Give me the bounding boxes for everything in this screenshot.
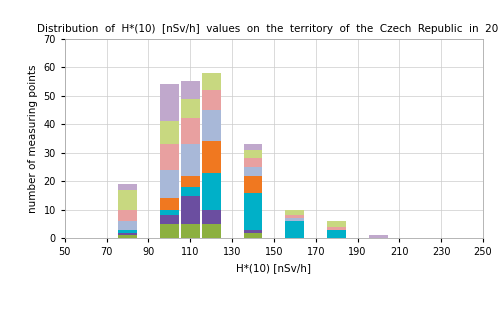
Bar — [160, 215, 179, 224]
Bar — [160, 170, 179, 198]
Y-axis label: number of measuring points: number of measuring points — [28, 64, 38, 213]
Bar — [160, 198, 179, 210]
Bar — [160, 84, 179, 121]
Bar — [285, 215, 304, 218]
Bar — [181, 81, 200, 99]
Bar — [202, 141, 221, 173]
Bar — [202, 90, 221, 110]
Bar — [244, 167, 262, 175]
Bar — [160, 210, 179, 215]
Bar — [118, 190, 137, 210]
Bar — [118, 184, 137, 190]
Bar — [181, 195, 200, 224]
Bar — [327, 227, 346, 230]
Bar — [202, 210, 221, 224]
Bar — [160, 144, 179, 170]
X-axis label: H*(10) [nSv/h]: H*(10) [nSv/h] — [237, 263, 311, 273]
Bar — [118, 232, 137, 235]
Bar — [327, 230, 346, 238]
Bar — [181, 187, 200, 195]
Bar — [118, 221, 137, 230]
Bar — [118, 230, 137, 232]
Bar — [244, 150, 262, 158]
Bar — [181, 99, 200, 118]
Bar — [181, 144, 200, 175]
Bar — [202, 224, 221, 238]
Bar — [327, 221, 346, 227]
Bar — [118, 210, 137, 221]
Title: Distribution  of  H*(10)  [nSv/h]  values  on  the  territory  of  the  Czech  R: Distribution of H*(10) [nSv/h] values on… — [37, 24, 498, 34]
Bar — [202, 73, 221, 90]
Bar — [244, 232, 262, 238]
Bar — [160, 224, 179, 238]
Bar — [285, 210, 304, 215]
Bar — [369, 235, 388, 238]
Bar — [244, 230, 262, 232]
Bar — [181, 224, 200, 238]
Bar — [181, 118, 200, 144]
Bar — [202, 173, 221, 210]
Bar — [181, 175, 200, 187]
Bar — [285, 221, 304, 238]
Bar — [244, 175, 262, 193]
Bar — [244, 144, 262, 150]
Bar — [118, 235, 137, 238]
Bar — [244, 193, 262, 230]
Bar — [285, 218, 304, 221]
Legend: Prague, Central Bohemia, South Bohemia, West Bohemia, Northern Bohemia, Eastern : Prague, Central Bohemia, South Bohemia, … — [0, 318, 498, 322]
Bar — [202, 110, 221, 141]
Bar — [160, 121, 179, 144]
Bar — [244, 158, 262, 167]
